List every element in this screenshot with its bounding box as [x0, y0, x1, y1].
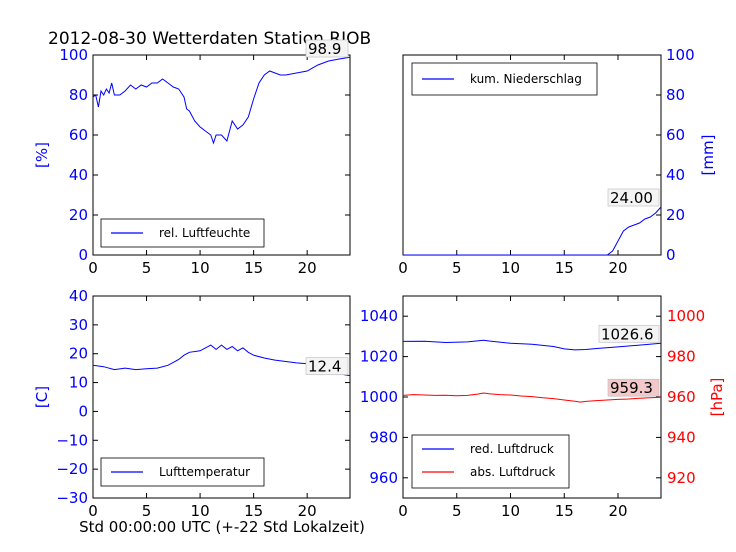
y-tick-label: 30	[69, 316, 88, 334]
panel-bottom-right: 0 5 10 15 20 960 980 1000 1020 1040 920 940 960 980 10…	[360, 295, 726, 520]
series-line-red-luftdruck	[403, 339, 661, 351]
x-tick-label: 5	[142, 502, 152, 520]
y-tick-label: 40	[666, 166, 685, 184]
x-tick-label: 0	[88, 502, 98, 520]
y-tick-label: 20	[69, 345, 88, 363]
value-annotation-box	[607, 188, 660, 207]
y-axis-label: [mm]	[699, 135, 717, 176]
x-axis-label: Std 00:00:00 UTC (+-22 Std Lokalzeit)	[79, 518, 365, 536]
y-tick-label: 80	[666, 86, 685, 104]
x-tick-label: 20	[608, 502, 627, 520]
y-tick-label: 60	[666, 126, 685, 144]
y-right-tick-label: 960	[667, 388, 696, 406]
value-annotation-box	[305, 39, 349, 58]
y-tick-label: 40	[69, 287, 88, 305]
y-right-tick-label: 940	[667, 428, 696, 446]
series-line-rel-luftfeuchte	[93, 56, 350, 145]
y-tick-label: 20	[69, 206, 88, 224]
y-tick-label: 960	[369, 469, 398, 487]
y-tick-label: −10	[56, 431, 88, 449]
y-tick-label: 100	[59, 46, 88, 64]
y-tick-label: 80	[69, 86, 88, 104]
y-tick-label: 0	[78, 246, 88, 264]
legend-label: rel. Luftfeuchte	[159, 226, 250, 240]
x-tick-label: 5	[452, 502, 462, 520]
value-annotation: 98.9	[308, 40, 341, 58]
legend-label: Lufttemperatur	[159, 465, 250, 479]
y-tick-label: 100	[666, 46, 695, 64]
legend-label: red. Luftdruck	[470, 442, 554, 456]
x-tick-label: 15	[244, 502, 263, 520]
y-right-tick-label: 920	[667, 469, 696, 487]
x-tick-label: 10	[191, 502, 210, 520]
x-tick-label: 5	[142, 259, 152, 277]
value-annotation-box	[305, 357, 349, 375]
x-tick-label: 0	[88, 259, 98, 277]
value-annotation-box	[607, 378, 660, 397]
series-line-abs-luftdruck	[403, 392, 661, 403]
y-tick-label: 60	[69, 126, 88, 144]
y-tick-label: 40	[69, 166, 88, 184]
y-right-tick-label: 1000	[667, 307, 705, 325]
series-line-lufttemperatur	[93, 344, 350, 377]
y-tick-label: 1020	[360, 348, 398, 366]
x-tick-label: 20	[298, 259, 317, 277]
y-tick-label: −30	[56, 489, 88, 507]
value-annotation: 24.00	[610, 189, 653, 207]
y-tick-label: 1040	[360, 307, 398, 325]
panel-bottom-left: 0 5 10 15 20 −30 −20 −10 0 10 20 30 40 [C] Std 00:00:0…	[33, 287, 365, 536]
legend-label: abs. Luftdruck	[470, 465, 555, 479]
y-axis-label: [C]	[33, 386, 51, 408]
y-tick-label: 1000	[360, 388, 398, 406]
panel-top-right: 0 5 10 15 20 0 20 40 60 80 100 [mm] kum. Niederschla…	[398, 46, 717, 277]
legend-box	[411, 434, 570, 489]
x-tick-label: 5	[452, 259, 462, 277]
x-tick-label: 10	[191, 259, 210, 277]
legend-label: kum. Niederschlag	[470, 72, 582, 86]
series-line-kum-niederschlag	[403, 206, 661, 255]
x-tick-label: 15	[555, 502, 574, 520]
y-tick-label: 0	[666, 246, 676, 264]
value-annotation: 12.4	[308, 358, 341, 376]
chart-title: 2012-08-30 Wetterdaten Station RJOB	[48, 29, 371, 49]
y-axis-label: [%]	[33, 142, 51, 168]
value-annotation: 1026.6	[601, 325, 654, 343]
panel-top-left: 0 5 10 15 20 0 20 40 60 80 100 [%] rel. Luftfeuchte 9…	[33, 39, 351, 277]
y-tick-label: 980	[369, 428, 398, 446]
value-annotation-box	[598, 324, 660, 343]
x-tick-label: 20	[608, 259, 627, 277]
y-tick-label: 10	[69, 374, 88, 392]
x-tick-label: 10	[501, 259, 520, 277]
value-annotation: 959.3	[610, 379, 653, 397]
y-right-axis-label: [hPa]	[708, 378, 726, 417]
y-tick-label: 0	[78, 402, 88, 420]
x-tick-label: 0	[398, 259, 408, 277]
y-right-tick-label: 980	[667, 348, 696, 366]
y-tick-label: 20	[666, 206, 685, 224]
x-tick-label: 10	[501, 502, 520, 520]
x-tick-label: 15	[555, 259, 574, 277]
x-tick-label: 0	[398, 502, 408, 520]
x-tick-label: 15	[244, 259, 263, 277]
x-tick-label: 20	[298, 502, 317, 520]
y-tick-label: −20	[56, 460, 88, 478]
